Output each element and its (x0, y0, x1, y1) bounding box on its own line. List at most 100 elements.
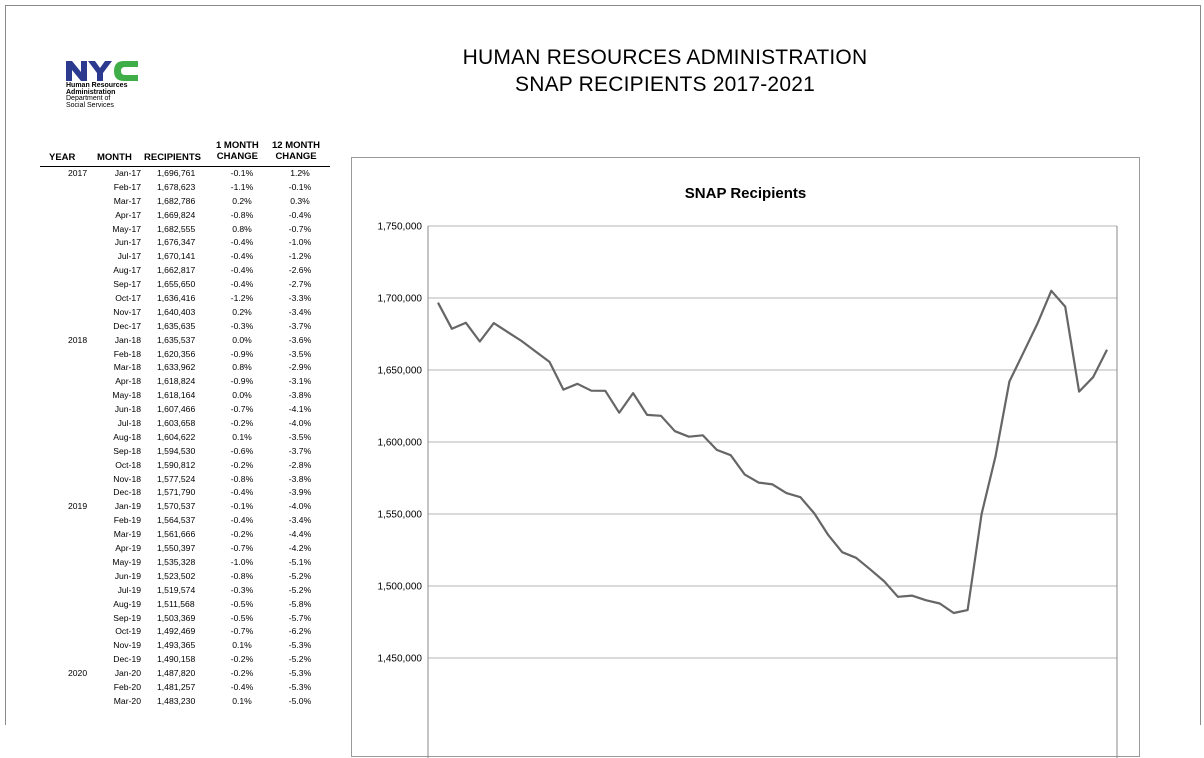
logo-text-line-4: Social Services (66, 101, 114, 109)
cell-recipients: 1,618,164 (157, 390, 196, 401)
header-one-month-change: 1 MONTH CHANGE (216, 140, 259, 162)
logo-text-line-3: Department of (66, 95, 111, 102)
cell-recipients: 1,655,650 (157, 279, 196, 290)
cell-one-month-change: -0.4% (230, 515, 254, 526)
cell-twelve-month-change: -1.2% (288, 251, 312, 262)
table-row: Jun-19 1,523,502 -0.8% -5.2% (40, 570, 330, 584)
cell-twelve-month-change: -4.0% (288, 501, 312, 512)
cell-month: Mar-18 (113, 362, 141, 373)
table-row: Apr-19 1,550,397 -0.7% -4.2% (40, 542, 330, 556)
table-row: 2018 Jan-18 1,635,537 0.0% -3.6% (40, 334, 330, 348)
cell-month: Mar-17 (113, 195, 141, 206)
table-row: Dec-18 1,571,790 -0.4% -3.9% (40, 486, 330, 500)
cell-one-month-change: -0.8% (230, 570, 254, 581)
cell-recipients: 1,682,555 (157, 223, 196, 234)
header-recipients: RECIPIENTS (144, 152, 202, 163)
table-row: Jun-17 1,676,347 -0.4% -1.0% (40, 236, 330, 250)
table-body: 2017 Jan-17 1,696,761 -0.1% 1.2% Feb-17 1,678,… (40, 167, 330, 709)
cell-recipients: 1,590,812 (157, 459, 196, 470)
cell-month: Oct-17 (115, 293, 141, 304)
cell-one-month-change: -0.3% (230, 320, 254, 331)
cell-recipients: 1,503,369 (157, 612, 196, 623)
cell-one-month-change: -0.2% (230, 654, 254, 665)
cell-year: 2018 (68, 334, 88, 345)
y-tick-label: 1,700,000 (378, 294, 423, 305)
cell-recipients: 1,511,568 (157, 598, 195, 609)
cell-month: Sep-18 (113, 445, 141, 456)
cell-month: Mar-20 (113, 695, 141, 706)
nyc-hra-logo: Human Resources Administration Departmen… (66, 59, 146, 115)
cell-month: Feb-20 (113, 681, 141, 692)
cell-recipients: 1,535,328 (157, 556, 196, 567)
cell-twelve-month-change: -2.7% (288, 279, 312, 290)
cell-month: Apr-17 (115, 209, 141, 220)
cell-one-month-change: -0.9% (230, 348, 254, 359)
cell-one-month-change: 0.2% (232, 306, 252, 317)
table-row: Mar-17 1,682,786 0.2% 0.3% (40, 195, 330, 209)
cell-month: Dec-18 (113, 487, 141, 498)
cell-twelve-month-change: -0.7% (288, 223, 312, 234)
table-row: Mar-20 1,483,230 0.1% -5.0% (40, 695, 330, 709)
table-header: YEAR MONTH RECIPIENTS 1 MONTH CHANGE 12 … (40, 139, 330, 167)
table-row: Mar-18 1,633,962 0.8% -2.9% (40, 361, 330, 375)
cell-recipients: 1,561,666 (157, 529, 196, 540)
cell-recipients: 1,696,761 (157, 168, 196, 178)
cell-recipients: 1,607,466 (157, 404, 196, 415)
cell-month: Sep-17 (113, 279, 141, 290)
cell-twelve-month-change: -5.2% (288, 654, 312, 665)
cell-month: Feb-17 (113, 181, 141, 192)
chart-plot: 1,750,000 1,700,000 1,650,000 1,600,000 1,55… (378, 222, 1118, 758)
cell-twelve-month-change: -5.3% (288, 681, 312, 692)
cell-month: Mar-19 (113, 529, 141, 540)
document-title: HUMAN RESOURCES ADMINISTRATION SNAP RECI… (380, 44, 950, 98)
cell-twelve-month-change: -3.4% (288, 515, 312, 526)
cell-twelve-month-change: -3.8% (288, 473, 312, 484)
cell-month: Jun-18 (114, 404, 141, 415)
cell-month: Dec-17 (113, 320, 141, 331)
cell-twelve-month-change: -5.3% (288, 668, 312, 679)
cell-recipients: 1,487,820 (157, 668, 196, 679)
cell-year: 2017 (68, 168, 88, 178)
cell-recipients: 1,636,416 (157, 293, 196, 304)
table-row: Jul-17 1,670,141 -0.4% -1.2% (40, 250, 330, 264)
snap-chart: SNAP Recipients 1,750,000 1,700,000 1,650,… (351, 157, 1140, 758)
table-row: Nov-19 1,493,365 0.1% -5.3% (40, 639, 330, 653)
cell-month: Jun-19 (114, 570, 141, 581)
cell-recipients: 1,640,403 (157, 306, 196, 317)
cell-twelve-month-change: -3.9% (288, 487, 312, 498)
cell-recipients: 1,519,574 (157, 584, 196, 595)
header-twelve-month-line2: CHANGE (275, 151, 317, 162)
table-row: Dec-19 1,490,158 -0.2% -5.2% (40, 653, 330, 667)
table-row: 2019 Jan-19 1,570,537 -0.1% -4.0% (40, 500, 330, 514)
cell-one-month-change: 0.1% (232, 431, 252, 442)
table-row: Oct-17 1,636,416 -1.2% -3.3% (40, 292, 330, 306)
cell-month: Nov-19 (113, 640, 141, 651)
cell-twelve-month-change: -2.6% (288, 265, 312, 276)
header-twelve-month-line1: 12 MONTH (272, 140, 321, 151)
cell-twelve-month-change: -5.3% (288, 640, 312, 651)
cell-recipients: 1,481,257 (157, 681, 196, 692)
cell-month: Jan-20 (114, 668, 141, 679)
cell-recipients: 1,550,397 (157, 543, 196, 554)
table-row: Nov-17 1,640,403 0.2% -3.4% (40, 306, 330, 320)
table-row: Aug-19 1,511,568 -0.5% -5.8% (40, 598, 330, 612)
cell-twelve-month-change: -5.7% (288, 612, 312, 623)
table-row: May-18 1,618,164 0.0% -3.8% (40, 389, 330, 403)
table-row: Feb-19 1,564,537 -0.4% -3.4% (40, 514, 330, 528)
cell-recipients: 1,676,347 (157, 237, 196, 248)
cell-one-month-change: -0.4% (230, 237, 254, 248)
cell-month: Jun-17 (114, 237, 141, 248)
table-row: Mar-19 1,561,666 -0.2% -4.4% (40, 528, 330, 542)
recipients-table: YEAR MONTH RECIPIENTS 1 MONTH CHANGE 12 … (40, 139, 330, 709)
cell-one-month-change: -0.8% (230, 473, 254, 484)
cell-month: May-19 (112, 556, 141, 567)
cell-one-month-change: -0.3% (230, 584, 254, 595)
cell-twelve-month-change: -5.2% (288, 570, 312, 581)
cell-one-month-change: -0.2% (230, 529, 254, 540)
cell-one-month-change: 0.2% (232, 195, 252, 206)
title-line-2: SNAP RECIPIENTS 2017-2021 (515, 73, 815, 96)
cell-recipients: 1,635,635 (157, 320, 196, 331)
cell-recipients: 1,577,524 (157, 473, 196, 484)
cell-recipients: 1,620,356 (157, 348, 196, 359)
table-row: Apr-17 1,669,824 -0.8% -0.4% (40, 209, 330, 223)
